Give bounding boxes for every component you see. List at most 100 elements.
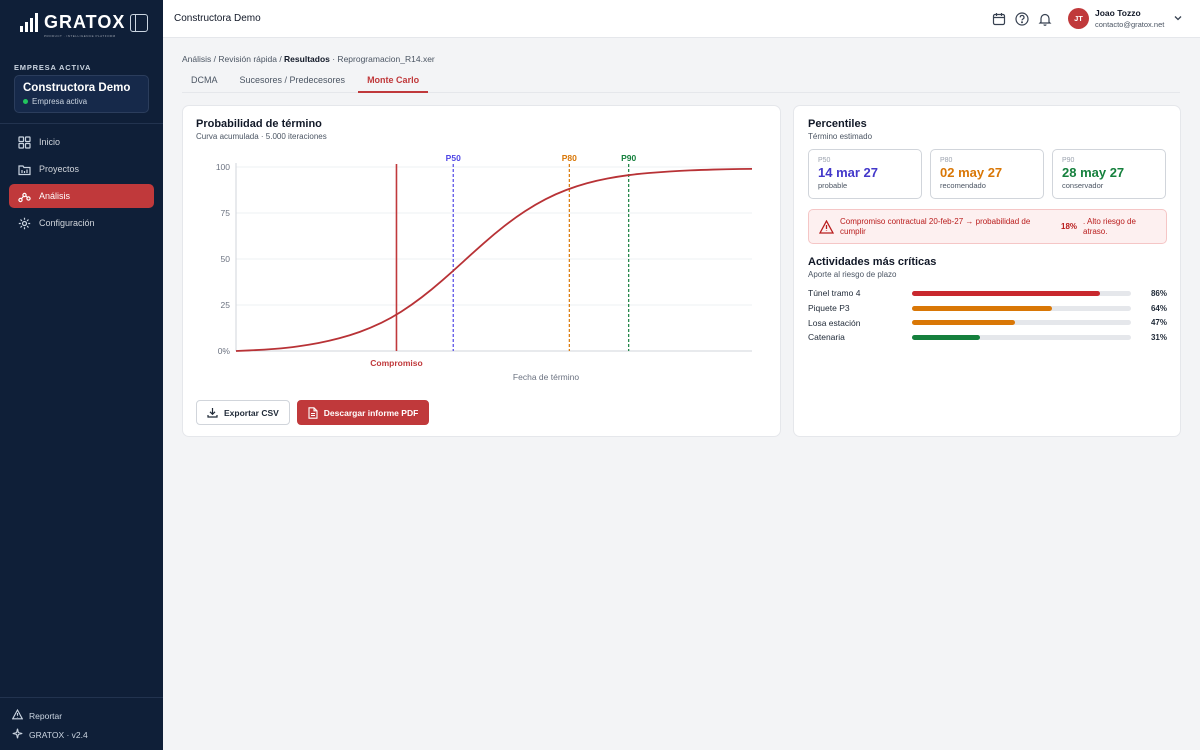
percentiles-title: Percentiles [808,118,867,130]
percentile-desc: conservador [1062,181,1104,190]
top-actions [991,11,1052,26]
critical-activities-list: Túnel tramo 4 86% Piquete P3 64% Losa es… [808,286,1167,345]
download-pdf-button[interactable]: Descargar informe PDF [296,400,430,425]
divider [0,123,163,124]
user-name[interactable]: Joao Tozzo [1095,8,1141,18]
breadcrumb-path[interactable]: Análisis / Revisión rápida / [182,54,285,64]
marker-label-p90: P90 [621,153,636,163]
sidebar-item-configuracion[interactable]: Configuración [9,211,154,235]
export-csv-button[interactable]: Exportar CSV [196,400,290,425]
help-icon[interactable] [1014,11,1029,26]
risk-value: 47% [1150,318,1167,328]
tab-sucesores-predecesores[interactable]: Sucesores / Predecesores [239,75,346,85]
brand-tagline: PRODUCT · INTELLIGENCE PLATFORM [44,34,116,38]
tab-dcma[interactable]: DCMA [191,75,218,85]
breadcrumb-file: · Reprogramacion_R14.xer [329,54,435,64]
report-label: Reportar [29,710,63,721]
version-label: GRATOX · v2.4 [29,729,88,740]
marker-label-compromiso: Compromiso [370,358,422,368]
critical-subtitle: Aporte al riesgo de plazo [808,270,897,279]
company-status: Empresa activa [23,97,140,106]
sidebar-item-label: Proyectos [39,164,80,174]
list-item: Catenaria 31% [808,330,1167,345]
sidebar-item-label: Inicio [39,137,61,147]
gear-icon [18,217,31,230]
list-item: Losa estación 47% [808,315,1167,330]
page-title: Constructora Demo [174,13,261,24]
user-email: contacto@gratox.net [1095,20,1165,29]
percentile-boxes: P50 14 mar 27 probable P80 02 may 27 rec… [808,149,1166,199]
percentile-desc: probable [818,181,848,190]
chevron-down-icon[interactable] [1172,12,1184,24]
brand-name: GRATOX [44,12,126,32]
sidebar-item-label: Análisis [39,191,71,201]
download-icon [207,408,218,418]
sidebar-item-inicio[interactable]: Inicio [9,130,154,154]
percentile-box-p50: P50 14 mar 27 probable [808,149,922,199]
list-item: Túnel tramo 4 86% [808,286,1167,301]
tab-monte-carlo[interactable]: Monte Carlo [358,70,429,93]
sidebar-item-proyectos[interactable]: Proyectos [9,157,154,181]
warning-icon [819,219,834,234]
percentile-box-p90: P90 28 may 27 conservador [1052,149,1166,199]
sidebar-nav: Inicio Proyectos Análisis Configuración [9,130,154,238]
warning-icon [11,708,24,722]
risk-bar [912,334,1131,340]
probability-chart-card: Probabilidad de término Curva acumulada … [182,105,781,437]
sidebar: GRATOX PRODUCT · INTELLIGENCE PLATFORM E… [0,0,163,750]
active-company-label: EMPRESA ACTIVA [14,63,92,72]
company-name: Constructora Demo [23,82,131,94]
breadcrumb-current: Resultados [284,54,330,64]
download-pdf-label: Descargar informe PDF [323,407,419,418]
risk-value: 31% [1150,332,1167,342]
percentile-desc: recomendado [940,181,986,190]
list-item: Piquete P3 64% [808,301,1167,316]
risk-alert: Compromiso contractual 20-feb-27 → proba… [808,209,1167,244]
company-status-text: Empresa activa [32,97,88,106]
status-dot-icon [23,99,28,104]
top-bar: Constructora Demo JT Joao Tozzo contacto… [163,0,1200,38]
risk-bar-fill [912,320,1015,326]
risk-bar-fill [912,290,1101,296]
bar-chart-logo-icon [20,12,38,32]
y-tick-label: 0% [218,346,231,356]
y-tick-label: 100 [216,162,230,172]
percentiles-card: Percentiles Término estimado P50 14 mar … [793,105,1181,437]
risk-bar-fill [912,305,1053,311]
tab-bar: DCMA Sucesores / Predecesores Monte Carl… [182,70,1180,93]
active-company-card[interactable]: Constructora Demo Empresa activa [14,75,149,113]
percentile-box-p80: P80 02 may 27 recomendado [930,149,1044,199]
export-csv-label: Exportar CSV [224,407,279,418]
y-tick-label: 50 [221,254,231,264]
avatar[interactable]: JT [1068,8,1089,29]
cumulative-curve [235,167,753,352]
divider [0,697,163,698]
sidebar-item-analisis[interactable]: Análisis [9,184,154,208]
activity-name: Losa estación [808,317,861,328]
nodes-icon [18,190,31,203]
alert-probability: 18% [1061,222,1078,231]
y-tick-label: 75 [221,208,231,218]
percentile-date: 02 may 27 [940,165,1003,180]
alert-tail: . Alto riesgo de atraso. [1083,217,1136,236]
sidebar-toggle-icon[interactable] [130,14,148,32]
activity-name: Túnel tramo 4 [808,288,861,299]
x-axis-label: Fecha de término [513,372,579,382]
activity-name: Piquete P3 [808,303,850,314]
report-button[interactable]: Reportar [11,708,63,722]
marker-label-p50: P50 [446,153,461,163]
risk-bar-fill [912,334,980,340]
chart-subtitle: Curva acumulada · 5.000 iteraciones [196,132,327,141]
percentile-date: 28 may 27 [1062,165,1125,180]
brand-logo[interactable]: GRATOX PRODUCT · INTELLIGENCE PLATFORM [20,12,126,38]
version-info: GRATOX · v2.4 [12,728,88,741]
percentiles-subtitle: Término estimado [808,132,873,141]
bell-icon[interactable] [1037,11,1052,26]
risk-bar [912,320,1131,326]
risk-value: 86% [1150,288,1167,298]
cumulative-probability-chart: 100 75 50 25 0% Compromiso P50 P80 P90 Fecha de t… [216,153,753,382]
calendar-icon[interactable] [991,11,1006,26]
risk-bar [912,290,1131,296]
critical-title: Actividades más críticas [808,256,937,268]
percentile-label: P90 [1062,157,1075,164]
